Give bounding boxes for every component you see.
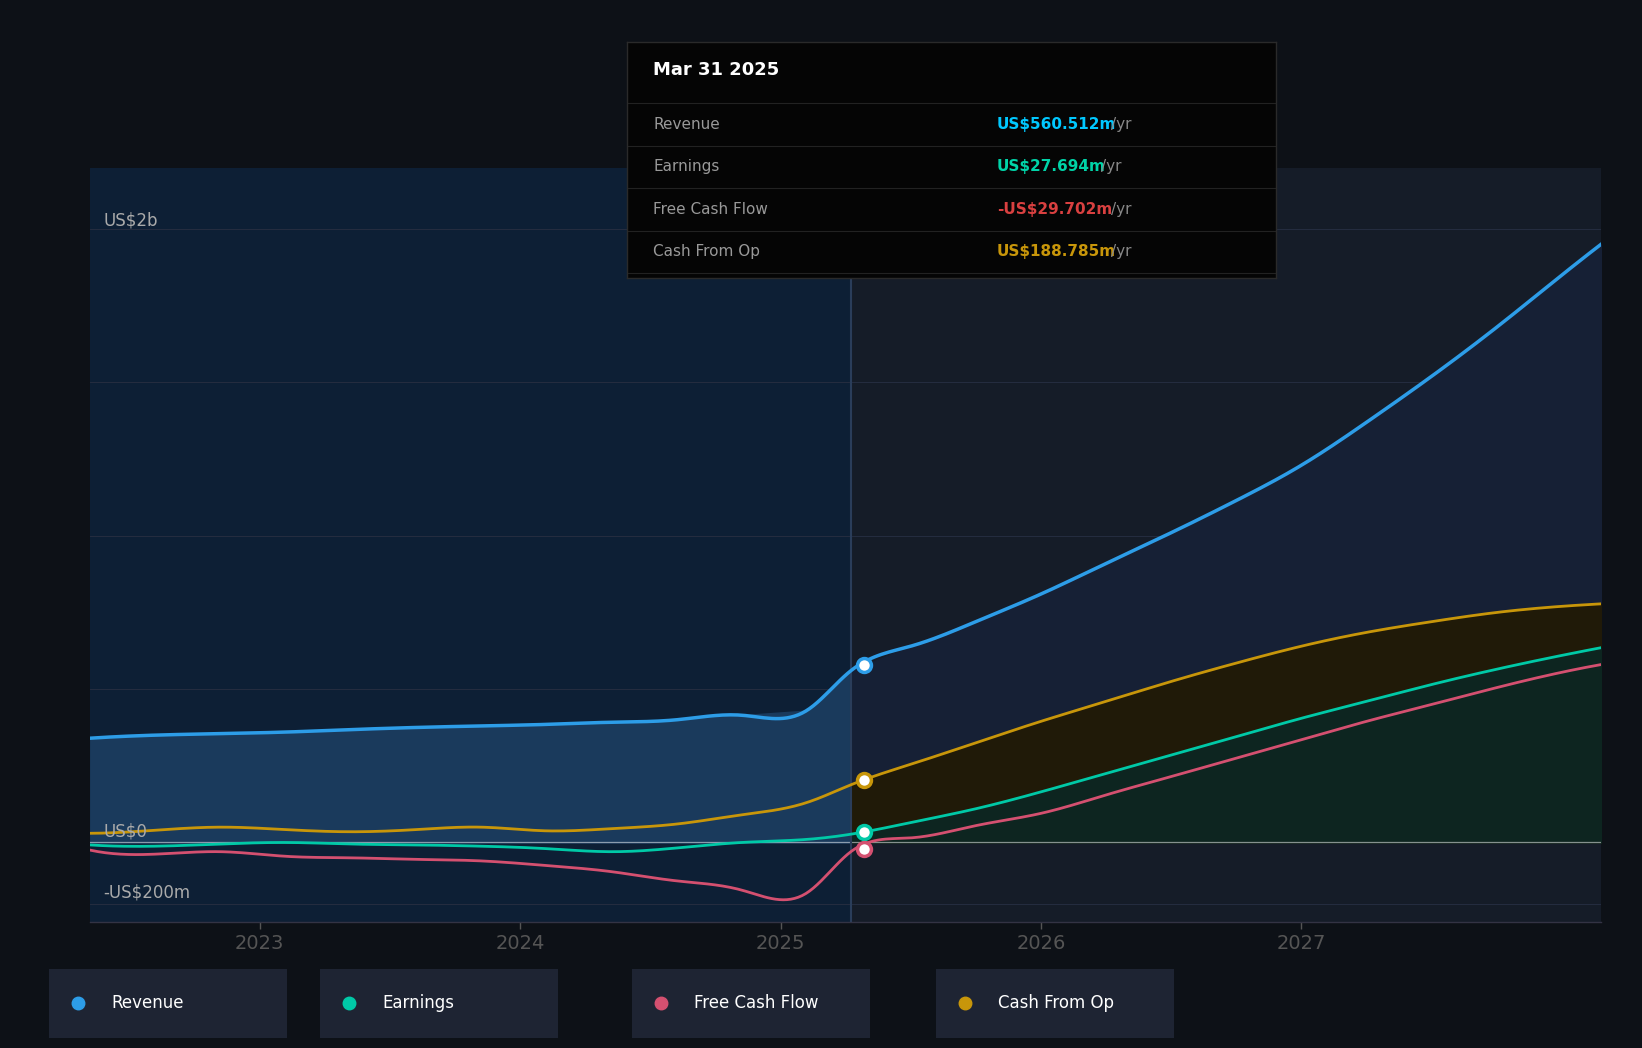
Text: Earnings: Earnings xyxy=(383,995,455,1012)
Text: Free Cash Flow: Free Cash Flow xyxy=(654,202,768,217)
Text: Cash From Op: Cash From Op xyxy=(654,244,760,259)
Text: /yr: /yr xyxy=(1100,159,1121,174)
Text: Free Cash Flow: Free Cash Flow xyxy=(695,995,819,1012)
Text: US$188.785m: US$188.785m xyxy=(997,244,1117,259)
Text: US$0: US$0 xyxy=(103,822,148,840)
Text: Past: Past xyxy=(803,235,837,254)
Text: Cash From Op: Cash From Op xyxy=(998,995,1113,1012)
Text: /yr: /yr xyxy=(1112,117,1131,132)
Text: US$2b: US$2b xyxy=(103,211,158,230)
Text: Revenue: Revenue xyxy=(654,117,719,132)
Text: Mar 31 2025: Mar 31 2025 xyxy=(654,61,780,80)
Text: -US$29.702m: -US$29.702m xyxy=(997,202,1112,217)
Text: Analysts Forecasts: Analysts Forecasts xyxy=(882,235,1036,254)
Bar xyxy=(851,168,1601,922)
Text: US$27.694m: US$27.694m xyxy=(997,159,1105,174)
Text: Revenue: Revenue xyxy=(112,995,184,1012)
Text: US$560.512m: US$560.512m xyxy=(997,117,1117,132)
Text: Earnings: Earnings xyxy=(654,159,719,174)
Text: /yr: /yr xyxy=(1112,244,1131,259)
Text: -US$200m: -US$200m xyxy=(103,883,190,901)
Bar xyxy=(90,168,851,922)
Text: /yr: /yr xyxy=(1112,202,1131,217)
